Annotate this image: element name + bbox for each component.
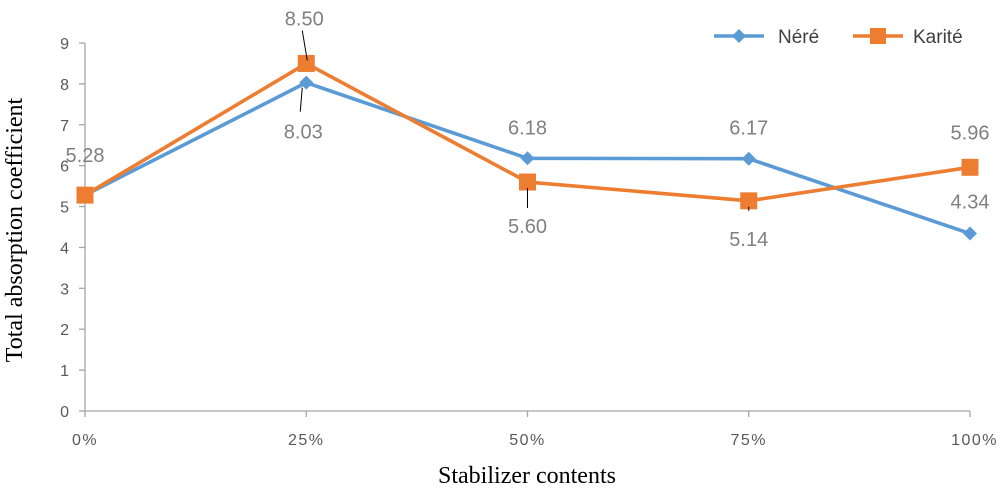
y-tick-label: 1 [60, 363, 69, 380]
data-point-karite [740, 192, 758, 210]
data-label: 5.60 [508, 216, 547, 238]
legend-marker-diamond [732, 29, 746, 43]
data-point-nere [741, 151, 756, 166]
x-tick-label: 100% [951, 432, 998, 449]
y-tick-label: 0 [60, 404, 69, 421]
y-tick-label: 9 [60, 36, 69, 53]
y-tick-label: 4 [60, 240, 69, 257]
y-axis-title: Total absorption coefficient [2, 97, 28, 362]
series-layer [76, 54, 979, 241]
data-point-karite [297, 54, 315, 72]
data-label: 6.18 [508, 117, 547, 139]
legend-marker-square [870, 28, 886, 44]
data-point-nere [299, 75, 314, 90]
y-tick-label: 7 [60, 118, 69, 135]
x-axis-title: Stabilizer contents [438, 463, 616, 489]
data-point-nere [520, 151, 535, 166]
data-labels: 5.28 8.03 6.18 6.17 4.34 8.50 5.60 5.14 5.96 [66, 8, 990, 250]
y-tick-label: 2 [60, 322, 69, 339]
data-label: 4.34 [951, 192, 990, 214]
data-point-karite [961, 158, 979, 176]
data-label: 8.50 [285, 8, 324, 30]
x-tick-label: 50% [509, 432, 546, 449]
legend-label: Néré [778, 27, 819, 48]
x-tick-label: 75% [730, 432, 767, 449]
legend-label: Karité [913, 27, 963, 48]
y-tick-label: 5 [60, 200, 69, 217]
y-tick-label: 3 [60, 281, 69, 298]
data-label: 6.17 [729, 118, 768, 140]
data-label: 5.96 [951, 122, 990, 144]
label-leader-line [301, 30, 308, 61]
y-tick-label: 6 [60, 159, 69, 176]
data-point-karite [519, 173, 536, 191]
legend: Néré Karité [714, 27, 963, 48]
data-point-nere [963, 226, 977, 241]
y-tick-label: 8 [60, 77, 69, 94]
label-leader-line [299, 87, 303, 112]
data-point-karite [76, 186, 94, 204]
x-tick-label: 0% [72, 432, 98, 449]
data-label: 8.03 [284, 122, 323, 144]
axes: 0 1 2 3 4 5 6 7 8 9 0% 25% 50% 75% 100% [60, 36, 998, 449]
data-label: 5.28 [66, 145, 105, 167]
data-label: 5.14 [729, 229, 768, 251]
x-tick-label: 25% [288, 432, 325, 449]
